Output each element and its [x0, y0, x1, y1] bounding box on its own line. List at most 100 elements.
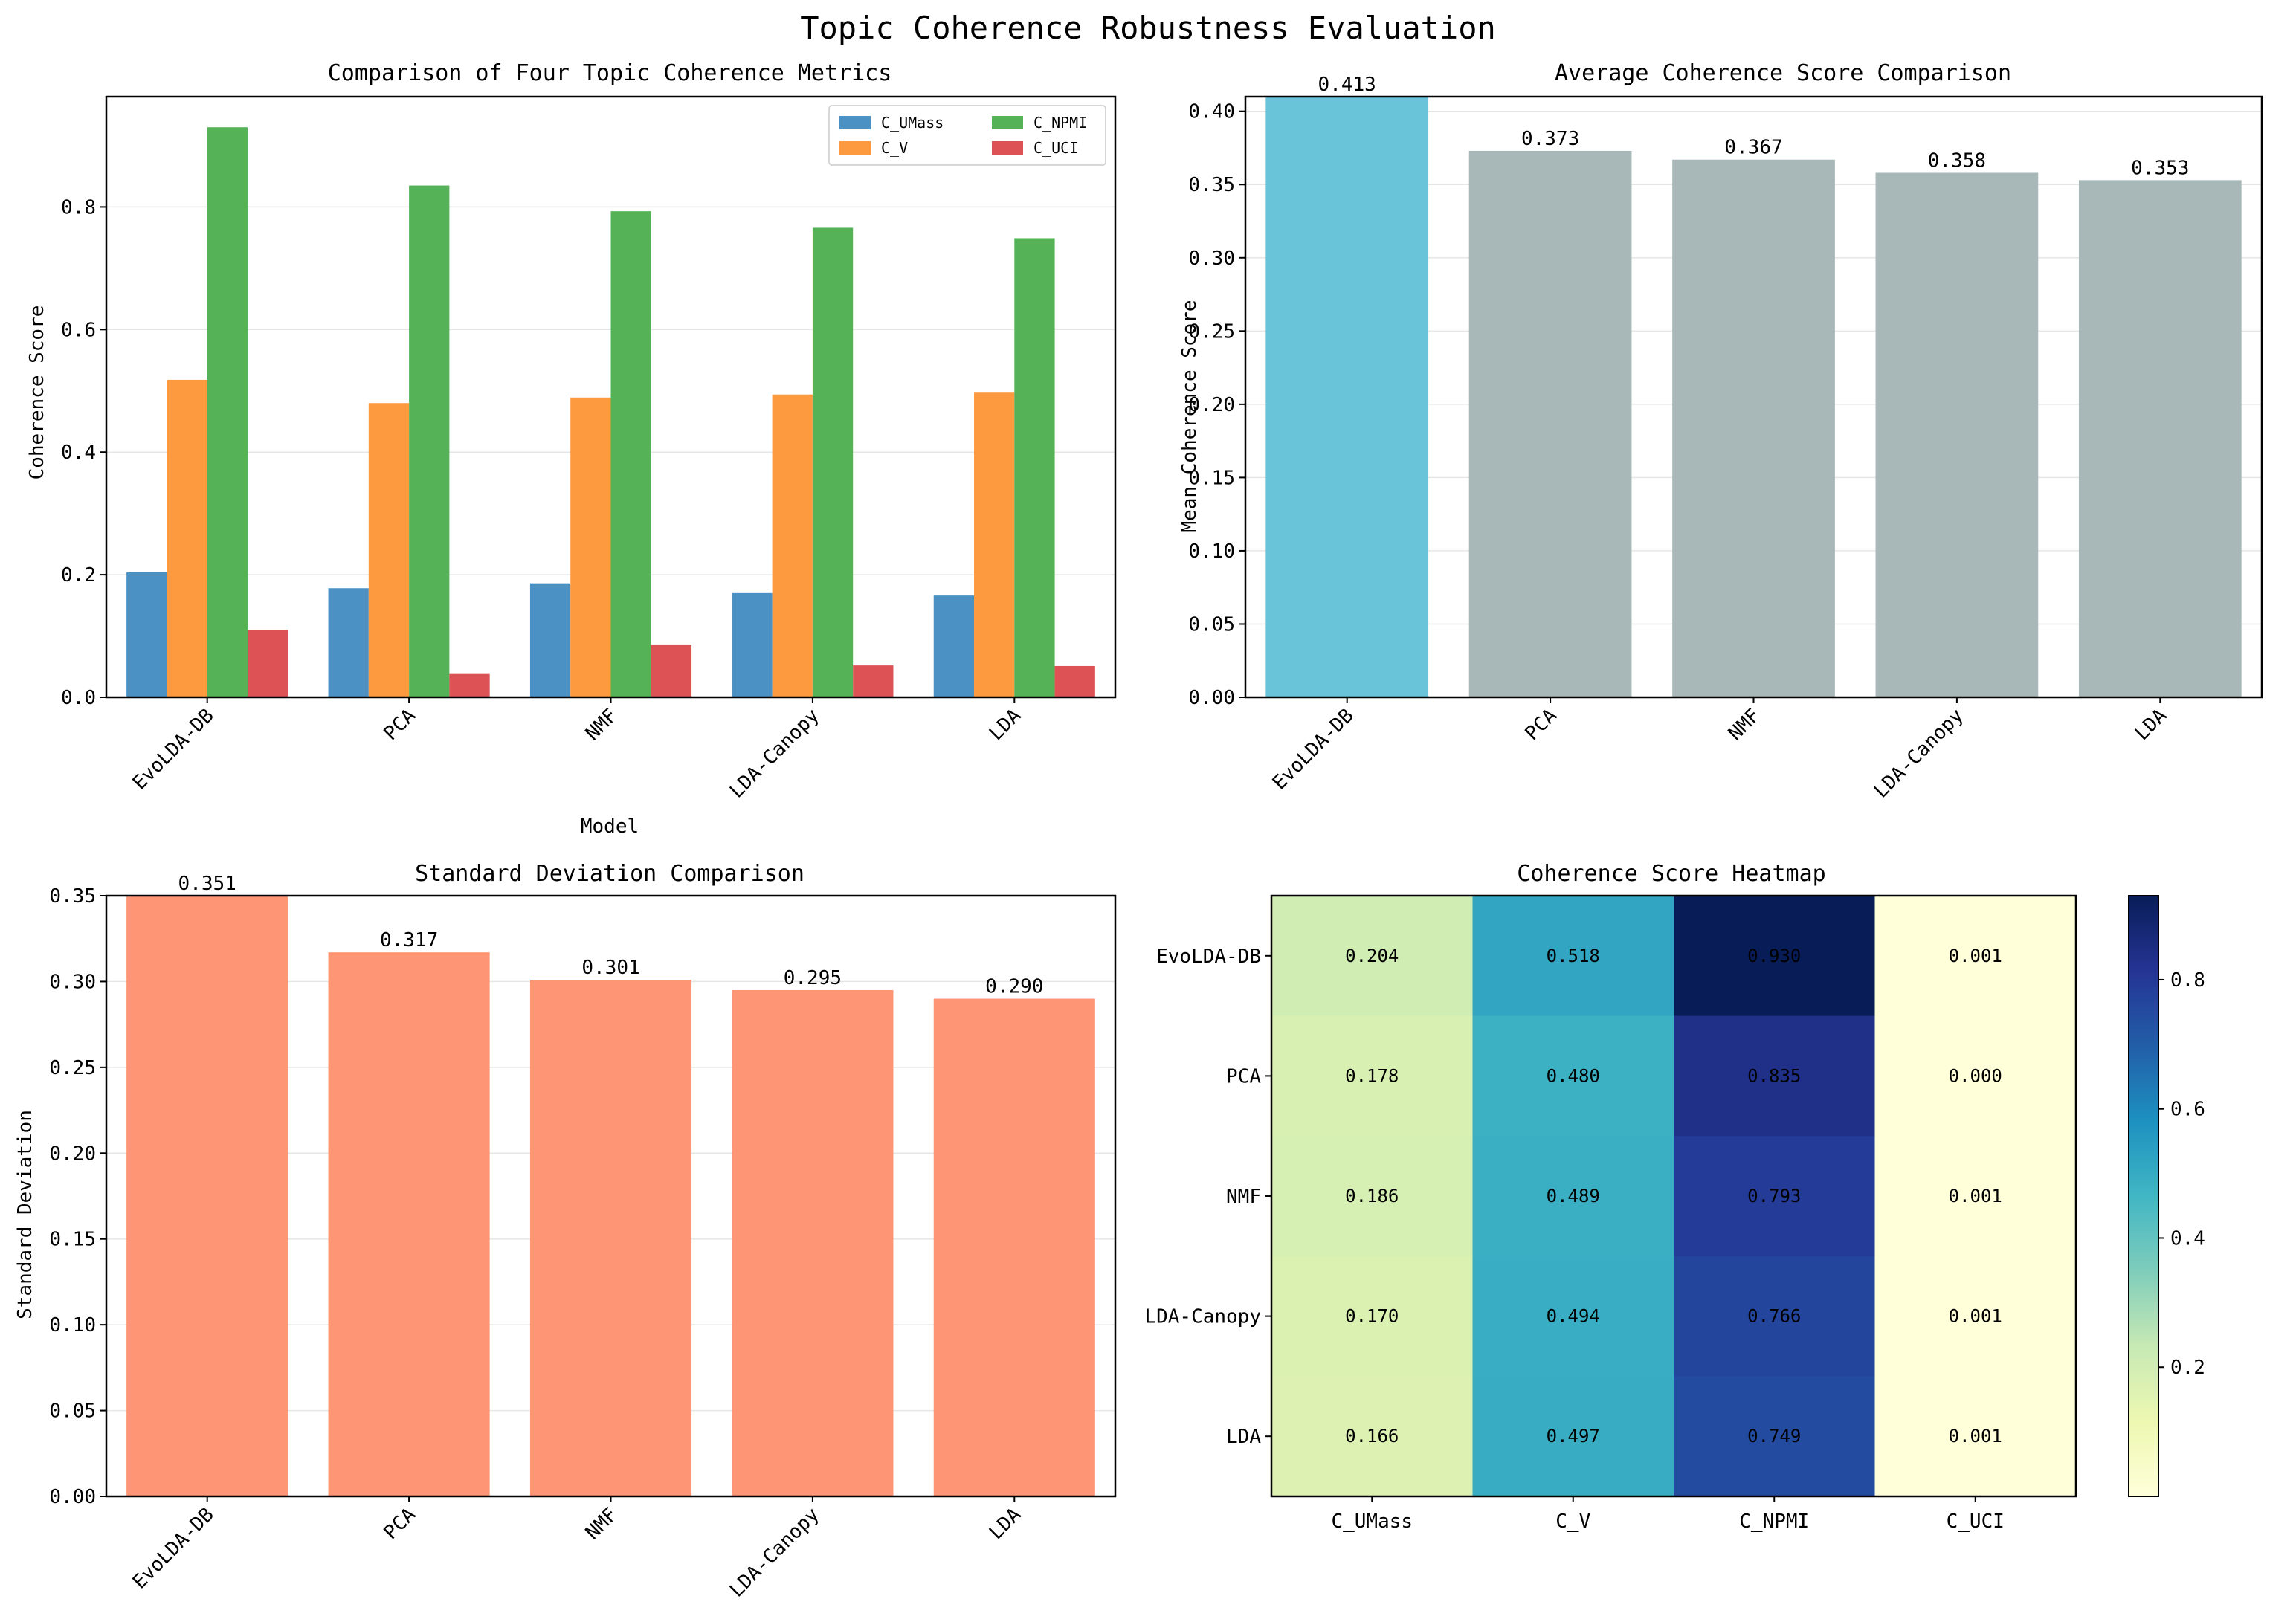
stddev-xtick-label: LDA	[985, 1503, 1026, 1544]
heatmap-cell	[1271, 1136, 1473, 1257]
heatmap-cell	[1874, 896, 2077, 1017]
stddev-ytick-label: 0.30	[49, 971, 96, 993]
heatmap-cell	[1472, 1256, 1674, 1377]
average-bar	[1468, 150, 1632, 698]
heatmap-cell-label: 0.480	[1547, 1065, 1600, 1086]
stddev-value-label: 0.351	[178, 873, 236, 895]
average-bar	[1672, 159, 1835, 698]
heatmap-cell	[1271, 1256, 1473, 1377]
stddev-title: Standard Deviation Comparison	[415, 861, 804, 887]
heatmap-cell	[1472, 1136, 1674, 1257]
stddev-bar	[732, 989, 894, 1496]
metrics-bar-c-umass	[328, 588, 369, 697]
metrics-panel: Comparison of Four Topic Coherence Metri…	[26, 60, 1117, 838]
heatmap-cell	[1271, 1015, 1473, 1137]
heatmap-cell	[1674, 896, 1875, 1017]
metrics-bar-c-v	[570, 397, 611, 697]
stddev-ylabel: Standard Deviation	[14, 1110, 36, 1319]
stddev-value-label: 0.295	[784, 967, 842, 989]
metrics-bar-c-v	[167, 379, 207, 697]
stddev-ytick-label: 0.00	[49, 1486, 96, 1508]
heatmap-cell	[1472, 896, 1674, 1017]
heatmap-cell	[1674, 1256, 1875, 1377]
heatmap-cell	[1674, 1015, 1875, 1137]
heatmap-row-label: EvoLDA-DB	[1156, 946, 1261, 968]
metrics-bar-c-umass	[933, 595, 975, 697]
stddev-ytick-label: 0.05	[49, 1400, 96, 1423]
heatmap-col-label: C_V	[1555, 1510, 1590, 1533]
heatmap-cell-label: 0.835	[1747, 1065, 1801, 1086]
heatmap-cell	[1271, 1376, 1473, 1497]
average-ylabel: Mean Coherence Score	[1178, 300, 1201, 532]
average-value-label: 0.373	[1521, 128, 1579, 150]
colorbar	[2128, 895, 2159, 1497]
heatmap-cell-label: 0.497	[1547, 1426, 1600, 1447]
heatmap-cell-label: 0.001	[1949, 1186, 2002, 1206]
heatmap-title: Coherence Score Heatmap	[1517, 861, 1825, 887]
heatmap-cell-label: 0.001	[1949, 946, 2002, 966]
colorbar-tick-label: 0.6	[2170, 1099, 2205, 1121]
metrics-title: Comparison of Four Topic Coherence Metri…	[328, 60, 892, 86]
average-xtick-label: PCA	[1521, 704, 1562, 745]
average-value-label: 0.367	[1724, 137, 1782, 159]
average-bar	[1265, 97, 1429, 697]
stddev-xtick-label: PCA	[380, 1503, 421, 1544]
metrics-bar-c-npmi	[812, 227, 854, 698]
metrics-bar-c-npmi	[1014, 238, 1055, 697]
stddev-axes-frame	[105, 894, 1117, 1498]
heatmap-cell-label: 0.000	[1949, 1065, 2002, 1086]
stddev-ytick-label: 0.20	[49, 1143, 96, 1165]
stddev-bar	[126, 896, 288, 1496]
metrics-bar-c-umass	[126, 572, 167, 697]
heatmap-cell	[1874, 1256, 2077, 1377]
heatmap-row-label: NMF	[1226, 1186, 1261, 1208]
heatmap-cell	[1874, 1136, 2077, 1257]
legend-swatch	[992, 116, 1023, 129]
heatmap-cell-label: 0.166	[1345, 1426, 1399, 1447]
average-ytick-label: 0.05	[1188, 613, 1235, 636]
heatmap-cell-label: 0.518	[1547, 946, 1600, 966]
average-value-label: 0.353	[2131, 157, 2189, 179]
legend-swatch	[839, 141, 871, 155]
heatmap-row-label: LDA-Canopy	[1144, 1306, 1261, 1328]
average-ytick-label: 0.40	[1188, 101, 1235, 123]
metrics-bar-c-v	[772, 394, 813, 697]
metrics-bar-c-v	[974, 392, 1015, 697]
heatmap-cell	[1674, 1376, 1875, 1497]
average-ytick-label: 0.00	[1188, 687, 1235, 709]
heatmap-cell-label: 0.494	[1547, 1306, 1600, 1327]
heatmap-cell	[1874, 1015, 2077, 1137]
colorbar-tick-label: 0.4	[2170, 1227, 2205, 1250]
colorbar-tick-label: 0.2	[2170, 1357, 2205, 1379]
stddev-bar	[933, 998, 1095, 1496]
metrics-bar-c-npmi	[409, 185, 450, 697]
metrics-bar-c-uci	[651, 644, 692, 697]
stddev-ytick-label: 0.15	[49, 1229, 96, 1251]
stddev-xtick-label: LDA-Canopy	[726, 1504, 824, 1602]
metrics-ytick-label: 0.4	[61, 442, 96, 464]
average-ytick-label: 0.20	[1188, 394, 1235, 416]
legend-swatch	[992, 141, 1023, 155]
heatmap-cell	[1472, 1015, 1674, 1137]
heatmap-panel: Coherence Score Heatmap 0.204 0.518 0.930 0…	[1144, 861, 2205, 1533]
metrics-bar-c-v	[368, 403, 410, 697]
metrics-xtick-label: LDA-Canopy	[726, 705, 824, 803]
legend-label: C_UCI	[1033, 139, 1078, 157]
legend-label: C_NPMI	[1033, 114, 1087, 132]
stddev-xtick-label: EvoLDA-DB	[129, 1504, 219, 1594]
stddev-ytick-label: 0.10	[49, 1314, 96, 1337]
stddev-panel: Standard Deviation Comparison Standard D…	[14, 861, 1117, 1602]
heatmap-row-label: PCA	[1226, 1065, 1261, 1088]
heatmap-col-label: C_NPMI	[1739, 1510, 1809, 1533]
average-xtick-label: LDA	[2131, 704, 2172, 745]
average-ytick-label: 0.25	[1188, 320, 1235, 343]
metrics-bar-c-npmi	[207, 127, 248, 697]
heatmap-cell-label: 0.001	[1949, 1306, 2002, 1327]
average-ytick-label: 0.35	[1188, 174, 1235, 196]
heatmap-cell-label: 0.749	[1747, 1426, 1801, 1447]
metrics-ytick-label: 0.6	[61, 319, 96, 341]
heatmap-cell-label: 0.204	[1345, 946, 1399, 966]
metrics-xtick-label: LDA	[985, 704, 1026, 745]
heatmap-cell-label: 0.001	[1949, 1426, 2002, 1447]
colorbar-tick-label: 0.8	[2170, 969, 2205, 992]
